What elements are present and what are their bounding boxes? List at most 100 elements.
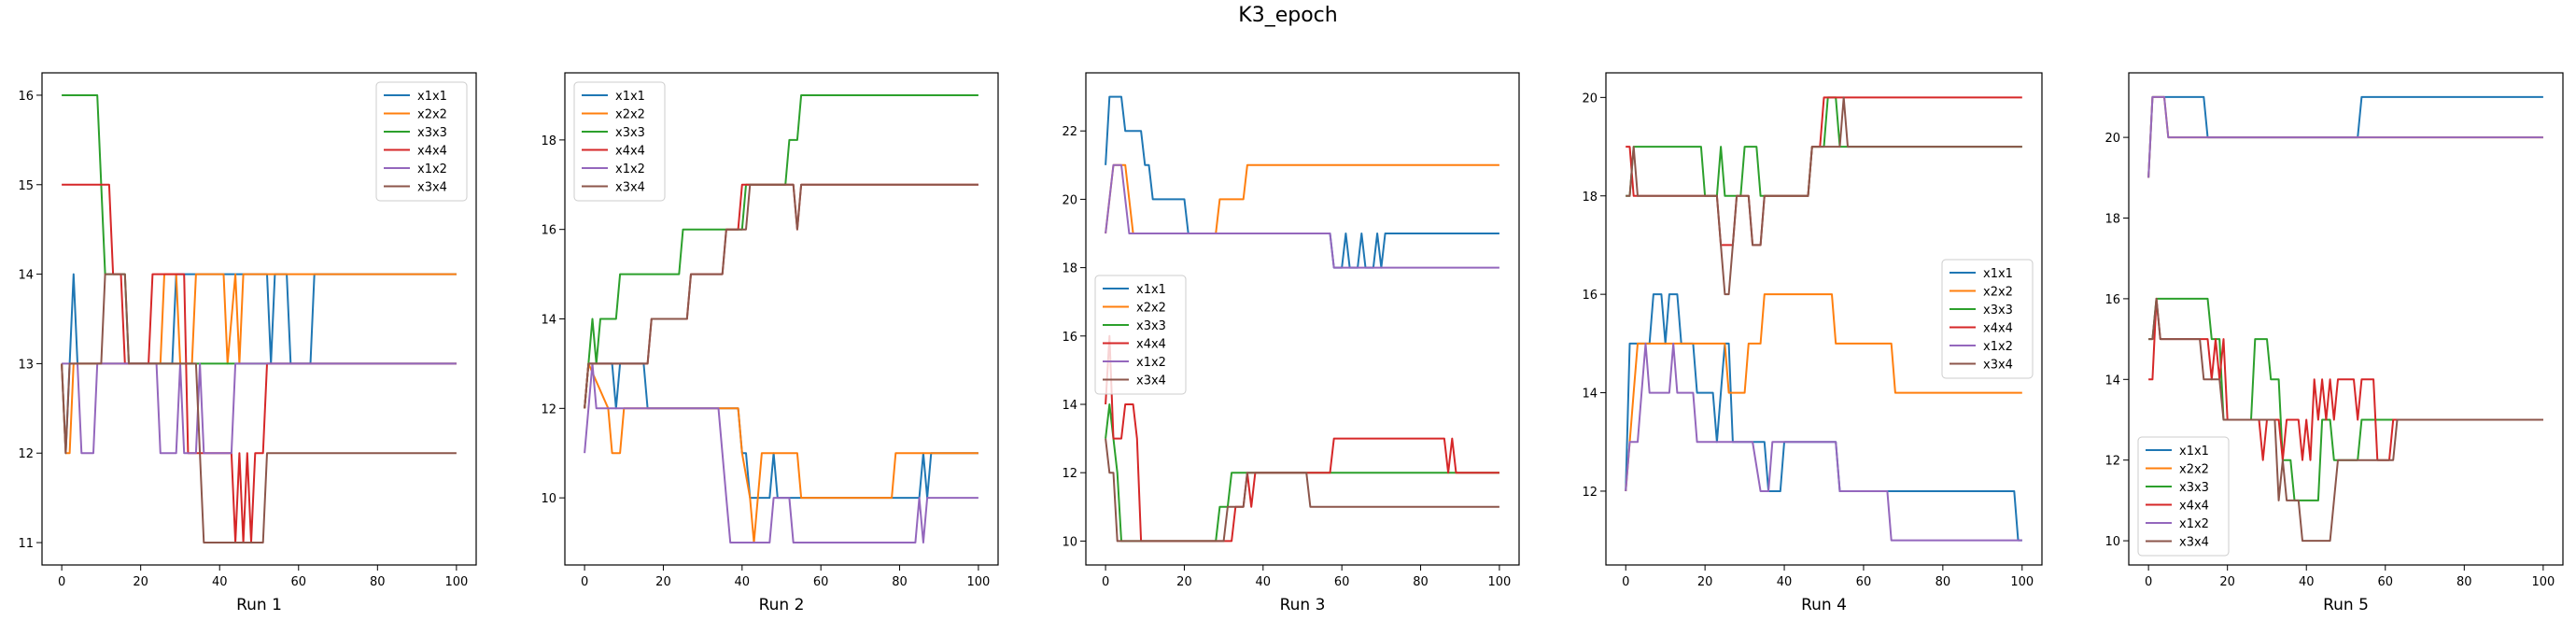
series-line-x4x4 — [2148, 297, 2543, 461]
series-line-x1x2 — [62, 362, 457, 455]
legend-entry-x4x4: x4x4 — [2179, 500, 2209, 514]
y-tick-label: 16 — [18, 90, 34, 104]
legend-entry-x1x1: x1x1 — [2179, 445, 2209, 459]
x-tick-label: 60 — [290, 575, 306, 589]
legend: x1x1 x2x2 x3x3 x4x4 x1x2 x3x4 — [375, 81, 468, 202]
x-tick-label: 20 — [133, 575, 148, 589]
x-axis-label: Run 5 — [2323, 596, 2369, 614]
x-tick-label: 0 — [1102, 575, 1109, 589]
legend-entry-x1x2: x1x2 — [417, 162, 447, 176]
x-tick-label: 20 — [2219, 575, 2235, 589]
y-tick-label: 16 — [1582, 289, 1598, 303]
x-tick-label: 80 — [1936, 575, 1951, 589]
legend-entry-x2x2: x2x2 — [1983, 286, 2013, 300]
series-line-x1x2 — [584, 362, 978, 543]
y-tick-label: 10 — [1062, 535, 1077, 549]
y-tick-label: 12 — [18, 447, 34, 461]
x-axis-label: Run 3 — [1280, 596, 1326, 614]
x-tick-label: 40 — [1256, 575, 1272, 589]
y-tick-label: 12 — [1582, 486, 1598, 500]
legend-entry-x2x2: x2x2 — [2179, 463, 2209, 477]
axes-frame — [1085, 72, 1520, 566]
legend-entry-x1x2: x1x2 — [1983, 340, 2013, 354]
y-tick-label: 12 — [541, 402, 556, 416]
y-tick-label: 16 — [1062, 331, 1077, 345]
legend: x1x1 x2x2 x3x3 x4x4 x1x2 x3x4 — [1941, 259, 2034, 379]
legend-box — [1941, 259, 2034, 379]
x-tick-label: 40 — [1777, 575, 1793, 589]
axes-frame — [2128, 72, 2564, 566]
y-tick-label: 10 — [541, 492, 556, 506]
x-tick-label: 80 — [892, 575, 908, 589]
y-tick-label: 14 — [1062, 399, 1077, 413]
y-tick-label: 11 — [18, 537, 34, 551]
x-tick-label: 100 — [1487, 575, 1511, 589]
x-tick-label: 80 — [1413, 575, 1429, 589]
legend: x1x1 x2x2 x3x3 x4x4 x1x2 x3x4 — [2137, 436, 2230, 557]
legend-entry-x3x4: x3x4 — [2179, 536, 2209, 550]
series-line-x1x2 — [1625, 342, 2022, 542]
legend-entry-x3x4: x3x4 — [1136, 374, 1166, 388]
series-line-x1x2 — [1105, 163, 1499, 269]
x-tick-label: 60 — [1856, 575, 1872, 589]
y-tick-label: 16 — [2104, 293, 2120, 307]
x-tick-label: 60 — [1334, 575, 1350, 589]
series-line-x1x1 — [1105, 95, 1499, 269]
y-tick-label: 20 — [2104, 132, 2120, 146]
subplot-5: 0 20 40 60 80 100 10 12 14 16 18 20 Run 5 x1x1 x2x2 x3x… — [2104, 72, 2564, 614]
axes-frame — [1605, 72, 2043, 566]
series-line-x3x3 — [584, 94, 978, 409]
y-tick-label: 13 — [18, 358, 34, 372]
y-tick-label: 10 — [2104, 535, 2120, 549]
y-tick-label: 18 — [1582, 191, 1598, 205]
legend-entry-x4x4: x4x4 — [1983, 322, 2013, 336]
x-tick-label: 0 — [58, 575, 65, 589]
x-tick-label: 0 — [581, 575, 588, 589]
legend-box — [375, 81, 468, 202]
x-tick-label: 100 — [2010, 575, 2034, 589]
series-line-x3x4 — [584, 183, 978, 409]
y-tick-label: 16 — [541, 224, 556, 238]
legend-entry-x3x3: x3x3 — [1136, 319, 1166, 333]
series-line-x4x4 — [584, 183, 978, 409]
series-line-x3x4 — [61, 273, 457, 543]
y-tick-label: 14 — [2104, 374, 2120, 388]
legend-entry-x1x1: x1x1 — [615, 90, 645, 104]
legend-entry-x3x3: x3x3 — [1983, 303, 2013, 318]
x-tick-label: 20 — [655, 575, 671, 589]
series-line-x1x2 — [2147, 95, 2543, 178]
x-tick-label: 40 — [2299, 575, 2315, 589]
legend-entry-x4x4: x4x4 — [417, 145, 447, 159]
legend-entry-x4x4: x4x4 — [615, 145, 645, 159]
x-tick-label: 60 — [813, 575, 829, 589]
x-tick-label: 80 — [2456, 575, 2472, 589]
y-tick-label: 14 — [18, 269, 34, 283]
series-line-x2x2 — [584, 362, 978, 543]
legend-box — [1094, 275, 1187, 395]
x-tick-label: 40 — [735, 575, 751, 589]
y-tick-label: 14 — [541, 314, 556, 328]
y-tick-label: 14 — [1582, 388, 1598, 402]
x-tick-label: 100 — [444, 575, 468, 589]
x-tick-label: 100 — [966, 575, 990, 589]
x-axis-label: Run 2 — [759, 596, 805, 614]
legend-entry-x4x4: x4x4 — [1136, 338, 1166, 352]
x-tick-label: 20 — [1697, 575, 1713, 589]
series-line-x2x2 — [1625, 293, 2022, 492]
series-line-x3x3 — [2148, 297, 2543, 501]
y-tick-label: 18 — [541, 134, 556, 148]
legend-entry-x2x2: x2x2 — [417, 108, 447, 122]
legend-entry-x3x4: x3x4 — [417, 181, 447, 195]
x-axis-label: Run 1 — [236, 596, 282, 614]
series-line-x3x4 — [2148, 297, 2543, 543]
legend-entry-x3x3: x3x3 — [615, 126, 645, 140]
series-line-x3x4 — [1105, 438, 1499, 543]
legend-entry-x1x2: x1x2 — [1136, 356, 1166, 370]
legend: x1x1 x2x2 x3x3 x4x4 x1x2 x3x4 — [1094, 275, 1187, 395]
legend-entry-x1x2: x1x2 — [615, 162, 645, 176]
legend-entry-x1x1: x1x1 — [1136, 283, 1166, 297]
legend: x1x1 x2x2 x3x3 x4x4 x1x2 x3x4 — [573, 81, 666, 202]
legend-entry-x3x4: x3x4 — [1983, 359, 2013, 373]
